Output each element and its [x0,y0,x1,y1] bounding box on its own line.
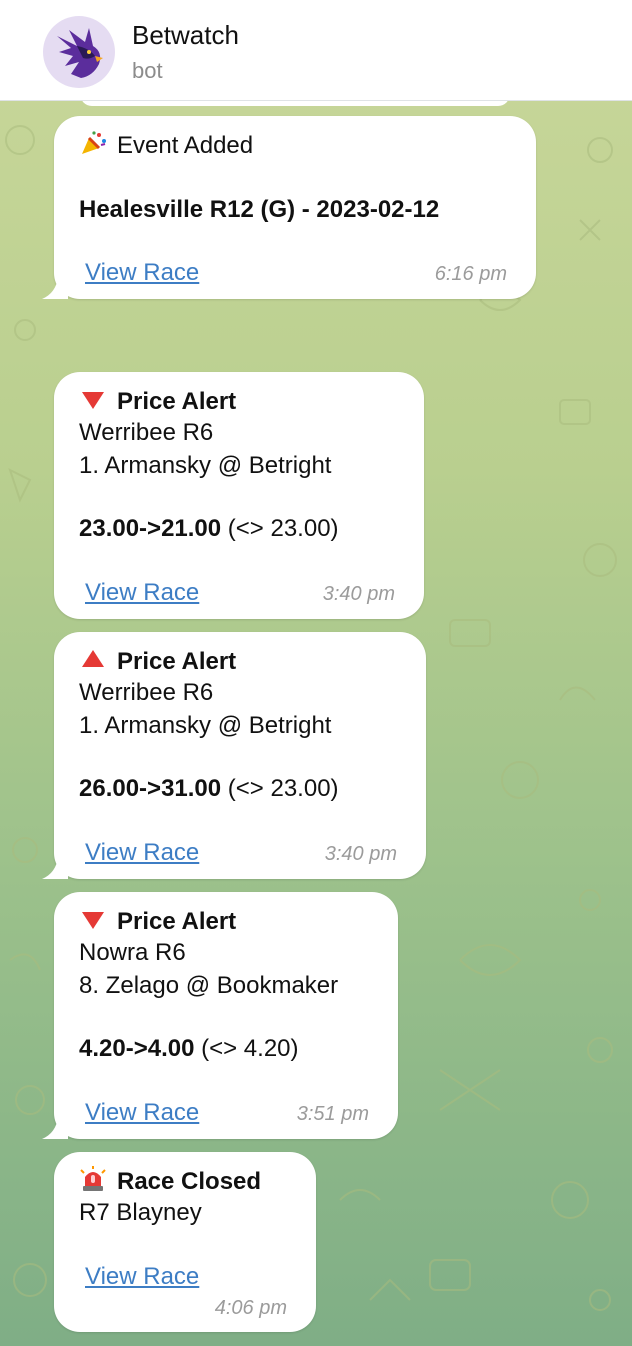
message-time: 3:51 pm [296,1103,369,1125]
race-name: R7 Blayney [79,1199,202,1226]
race-name: Werribee R6 [79,419,214,446]
red-up-triangle-icon [82,650,104,667]
price-change: 26.00->31.00 [79,775,222,802]
bubble-tail [42,1117,68,1139]
message-title: Event Added [117,132,254,159]
bot-avatar[interactable] [43,16,115,88]
runner-info: 1. Armansky @ Betright [79,712,332,739]
reference-price: (<> 4.20) [201,1035,299,1062]
bubble-tail [42,277,68,299]
message-title: Price Alert [117,908,237,935]
bubble-tail [42,857,68,879]
message-bubble: Price Alert Nowra R6 8. Zelago @ Bookmak… [42,892,398,1139]
message-time: 4:06 pm [214,1297,287,1319]
message-time: 3:40 pm [324,843,397,865]
view-race-link[interactable]: View Race [85,1263,200,1290]
message-bubble: Price Alert Werribee R6 1. Armansky @ Be… [54,372,424,619]
chat-title: Betwatch [132,20,239,50]
view-race-link[interactable]: View Race [85,579,200,606]
reference-price: (<> 23.00) [227,775,339,802]
party-popper-icon [82,131,106,154]
message-bubble: Event Added Healesville R12 (G) - 2023-0… [42,116,536,299]
message-title: Price Alert [117,388,237,415]
message-time: 6:16 pm [434,263,507,285]
reference-price: (<> 23.00) [227,515,339,542]
chat-subtitle: bot [132,58,163,83]
view-race-link[interactable]: View Race [85,259,200,286]
message-title: Race Closed [117,1168,262,1195]
view-race-link[interactable]: View Race [85,839,200,866]
police-siren-icon [80,1166,106,1191]
message-bubble: Race Closed R7 Blayney View Race 4:06 pm [54,1152,316,1332]
price-change: 4.20->4.00 [79,1035,195,1062]
red-down-triangle-icon [82,392,104,409]
eagle-logo-icon [57,28,103,78]
race-name: Werribee R6 [79,679,214,706]
race-name: Nowra R6 [79,939,186,966]
red-down-triangle-icon [82,912,104,929]
message-time: 3:40 pm [322,583,395,605]
event-headline: Healesville R12 (G) - 2023-02-12 [79,196,440,223]
runner-info: 8. Zelago @ Bookmaker [79,972,339,999]
view-race-link[interactable]: View Race [85,1099,200,1126]
runner-info: 1. Armansky @ Betright [79,452,332,479]
price-change: 23.00->21.00 [79,515,222,542]
message-title: Price Alert [117,648,237,675]
message-bubble: Price Alert Werribee R6 1. Armansky @ Be… [42,632,426,879]
chat-header: Betwatch bot [0,0,632,101]
